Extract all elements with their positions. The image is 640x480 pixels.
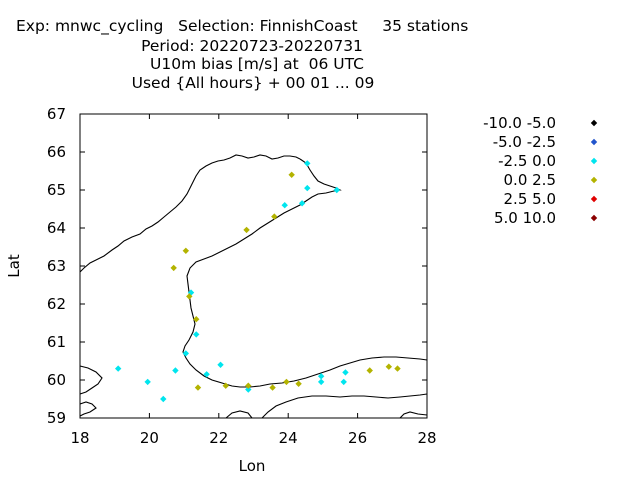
- station-point: [245, 386, 252, 393]
- station-point: [340, 378, 347, 386]
- plot-frame: [79, 113, 428, 419]
- station-point: [194, 384, 202, 391]
- station-point: [385, 363, 393, 370]
- x-tick-label: 22: [209, 429, 228, 447]
- station-point: [114, 365, 122, 372]
- title-experiment-line: Exp: mnwc_cycling Selection: FinnishCoas…: [16, 17, 469, 35]
- legend-marker: [590, 138, 598, 146]
- station-point: [288, 171, 295, 178]
- legend-label: 5.0 10.0: [494, 209, 556, 227]
- legend-marker: [590, 214, 598, 222]
- station-point: [317, 378, 325, 386]
- legend: -10.0 -5.0-5.0 -2.5-2.5 0.00.0 2.52.5 5.…: [483, 114, 598, 227]
- title-variable-line: U10m bias [m/s] at 06 UTC: [150, 55, 364, 73]
- station-point: [193, 331, 200, 338]
- station-point: [317, 373, 325, 380]
- y-axis-label: Lat: [5, 254, 23, 278]
- y-tick-label: 61: [47, 333, 66, 351]
- station-point: [222, 382, 229, 389]
- station-point: [203, 371, 210, 378]
- y-tick-label: 66: [47, 143, 66, 161]
- coastline-estonia: [261, 393, 428, 419]
- station-point: [245, 382, 252, 389]
- station-point: [298, 200, 306, 207]
- x-tick-label: 24: [279, 429, 298, 447]
- y-tick-label: 60: [47, 371, 66, 389]
- coastline: [79, 154, 428, 419]
- y-tick-label: 62: [47, 295, 66, 313]
- y-axis: 59 60 61 62 63 64 65 66 67: [47, 105, 427, 427]
- station-point: [160, 395, 167, 403]
- station-point: [217, 361, 224, 368]
- legend-marker: [590, 176, 598, 184]
- x-axis: 18 20 22 24 26 28: [70, 114, 437, 447]
- x-tick-label: 26: [348, 429, 367, 447]
- title-period-line: Period: 20220723-20220731: [141, 37, 363, 55]
- station-point: [193, 316, 200, 323]
- station-point: [271, 213, 278, 220]
- legend-marker: [590, 195, 598, 203]
- y-tick-label: 59: [47, 409, 66, 427]
- station-point: [304, 184, 311, 192]
- y-tick-label: 63: [47, 257, 66, 275]
- y-tick-label: 67: [47, 105, 66, 123]
- station-point: [281, 202, 288, 209]
- station-point: [333, 186, 340, 194]
- station-point: [172, 367, 179, 374]
- station-point: [182, 247, 190, 254]
- station-point: [170, 264, 177, 272]
- station-point: [342, 369, 349, 376]
- coastline-sweden: [79, 154, 301, 273]
- coastline-estonia-bay: [399, 411, 428, 419]
- coastline-finland: [182, 158, 428, 388]
- y-tick-label: 64: [47, 219, 66, 237]
- x-axis-label: Lon: [239, 457, 266, 475]
- station-point: [144, 378, 151, 386]
- station-points: [114, 160, 401, 403]
- x-tick-label: 20: [140, 429, 159, 447]
- coastline-hiiumaa: [225, 410, 253, 419]
- legend-marker: [590, 119, 598, 127]
- coastline-sweden-south: [79, 401, 97, 417]
- station-point: [283, 378, 290, 386]
- coastline-aland: [79, 365, 103, 395]
- x-tick-label: 28: [417, 429, 436, 447]
- station-point: [269, 384, 276, 391]
- station-point: [304, 160, 311, 167]
- y-tick-label: 65: [47, 181, 66, 199]
- station-point: [295, 380, 302, 387]
- title-hours-line: Used {All hours} + 00 01 ... 09: [131, 74, 375, 92]
- x-tick-label: 18: [70, 429, 89, 447]
- legend-label: -10.0 -5.0: [483, 114, 556, 132]
- legend-label: 2.5 5.0: [504, 190, 556, 208]
- station-point: [186, 293, 193, 300]
- legend-label: -2.5 0.0: [498, 152, 556, 170]
- legend-marker: [590, 157, 598, 165]
- legend-label: 0.0 2.5: [504, 171, 556, 189]
- station-point: [243, 226, 250, 234]
- legend-label: -5.0 -2.5: [493, 133, 556, 151]
- station-point: [394, 365, 401, 372]
- station-point: [366, 367, 373, 374]
- station-point: [182, 350, 190, 357]
